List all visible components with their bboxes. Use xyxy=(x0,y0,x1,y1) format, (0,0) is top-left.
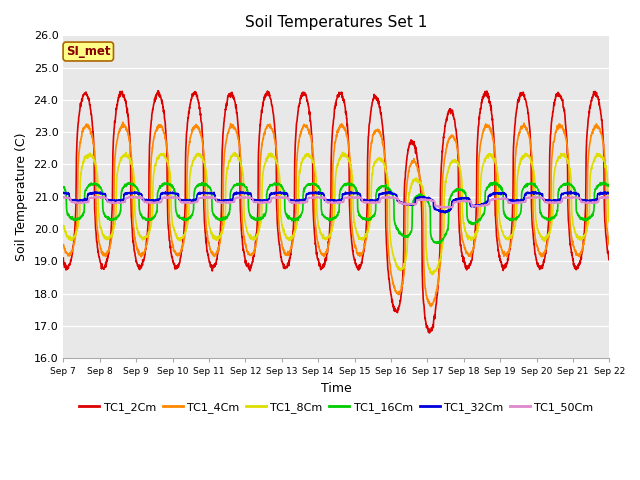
TC1_2Cm xyxy=(573,264,580,270)
TC1_4Cm xyxy=(557,124,565,130)
TC1_32Cm xyxy=(567,188,575,194)
TC1_16Cm xyxy=(557,183,565,189)
TC1_2Cm xyxy=(60,255,67,261)
TC1_4Cm xyxy=(605,242,613,248)
TC1_8Cm xyxy=(557,151,565,157)
TC1_8Cm xyxy=(495,214,503,220)
TC1_16Cm xyxy=(573,210,580,216)
TC1_4Cm xyxy=(495,237,503,242)
TC1_8Cm xyxy=(60,223,67,228)
TC1_8Cm xyxy=(212,237,220,242)
Line: TC1_50Cm: TC1_50Cm xyxy=(63,197,609,208)
TC1_8Cm xyxy=(364,228,372,233)
Legend: TC1_2Cm, TC1_4Cm, TC1_8Cm, TC1_16Cm, TC1_32Cm, TC1_50Cm: TC1_2Cm, TC1_4Cm, TC1_8Cm, TC1_16Cm, TC1… xyxy=(75,397,598,417)
TC1_4Cm xyxy=(364,221,372,227)
TC1_32Cm xyxy=(495,190,503,196)
TC1_50Cm xyxy=(442,205,450,211)
TC1_2Cm xyxy=(364,140,372,146)
X-axis label: Time: Time xyxy=(321,382,352,395)
TC1_4Cm xyxy=(212,250,220,256)
TC1_50Cm xyxy=(275,194,283,200)
TC1_4Cm xyxy=(427,304,435,310)
TC1_16Cm xyxy=(490,179,498,185)
TC1_50Cm xyxy=(364,200,372,205)
TC1_50Cm xyxy=(495,196,503,202)
TC1_4Cm xyxy=(60,242,67,248)
TC1_4Cm xyxy=(119,120,127,125)
TC1_8Cm xyxy=(429,272,436,277)
TC1_32Cm xyxy=(557,192,565,198)
TC1_2Cm xyxy=(212,261,220,266)
TC1_8Cm xyxy=(353,227,360,233)
TC1_32Cm xyxy=(212,196,220,202)
TC1_2Cm xyxy=(426,330,433,336)
Text: SI_met: SI_met xyxy=(66,45,111,58)
TC1_50Cm xyxy=(573,194,580,200)
TC1_2Cm xyxy=(495,254,503,260)
TC1_32Cm xyxy=(60,190,67,196)
TC1_4Cm xyxy=(573,252,580,258)
TC1_2Cm xyxy=(353,261,360,267)
TC1_16Cm xyxy=(60,184,67,190)
TC1_16Cm xyxy=(364,216,372,222)
TC1_32Cm xyxy=(605,190,613,195)
Line: TC1_32Cm: TC1_32Cm xyxy=(63,191,609,213)
TC1_16Cm xyxy=(495,184,503,190)
TC1_16Cm xyxy=(432,240,440,246)
TC1_16Cm xyxy=(605,183,613,189)
TC1_16Cm xyxy=(212,214,220,220)
TC1_50Cm xyxy=(557,199,565,204)
TC1_8Cm xyxy=(573,235,580,240)
TC1_8Cm xyxy=(605,219,613,225)
TC1_2Cm xyxy=(605,257,613,263)
TC1_2Cm xyxy=(557,96,565,102)
TC1_32Cm xyxy=(441,210,449,216)
TC1_32Cm xyxy=(573,191,580,196)
TC1_2Cm xyxy=(154,88,162,94)
Line: TC1_8Cm: TC1_8Cm xyxy=(63,152,609,275)
TC1_8Cm xyxy=(339,149,346,155)
Line: TC1_4Cm: TC1_4Cm xyxy=(63,122,609,307)
TC1_16Cm xyxy=(352,185,360,191)
Title: Soil Temperatures Set 1: Soil Temperatures Set 1 xyxy=(245,15,428,30)
TC1_50Cm xyxy=(605,194,613,200)
Line: TC1_2Cm: TC1_2Cm xyxy=(63,91,609,333)
Y-axis label: Soil Temperature (C): Soil Temperature (C) xyxy=(15,132,28,261)
Line: TC1_16Cm: TC1_16Cm xyxy=(63,182,609,243)
TC1_32Cm xyxy=(352,190,360,195)
TC1_50Cm xyxy=(60,194,67,200)
TC1_4Cm xyxy=(353,246,360,252)
TC1_50Cm xyxy=(212,195,220,201)
TC1_32Cm xyxy=(364,198,372,204)
TC1_50Cm xyxy=(353,195,360,201)
